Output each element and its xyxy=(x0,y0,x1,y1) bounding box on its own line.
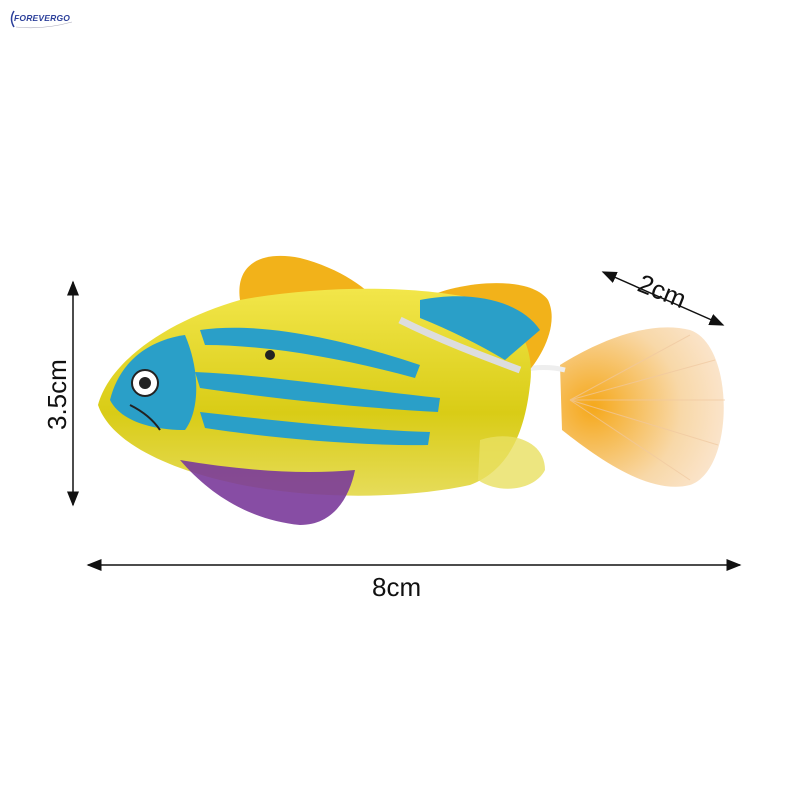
tail-fin xyxy=(560,327,724,487)
tail-arrow xyxy=(601,271,725,326)
length-label: 8cm xyxy=(372,572,422,602)
brand-logo-text: FOREVERGO xyxy=(14,13,71,23)
belly-fin xyxy=(180,460,355,525)
height-label: 3.5cm xyxy=(42,359,72,430)
brand-logo-icon xyxy=(10,10,73,29)
body-stripes xyxy=(195,296,540,446)
